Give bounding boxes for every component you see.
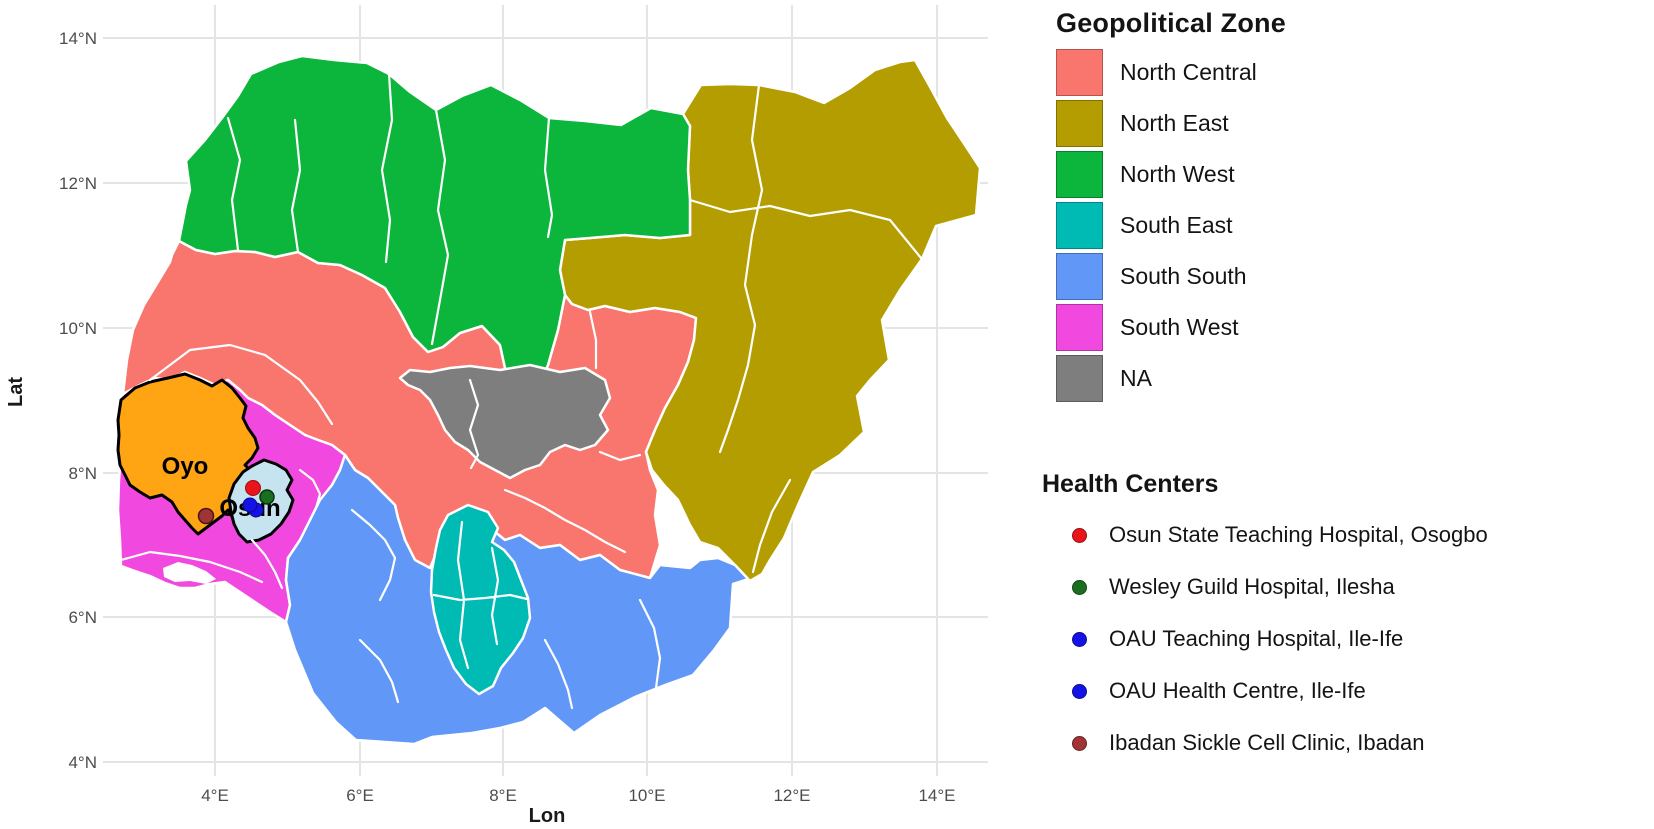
south-south-swatch	[1056, 253, 1103, 300]
legend-item-south-west: South West	[1028, 302, 1654, 353]
svg-text:8°N: 8°N	[68, 464, 97, 483]
y-axis-title: Lat	[5, 377, 27, 407]
map-label-oyo: Oyo	[162, 453, 209, 480]
zone-legend: Geopolitical Zone North Central North Ea…	[1028, 8, 1654, 404]
south-west-swatch	[1056, 304, 1103, 351]
zone-legend-title: Geopolitical Zone	[1056, 8, 1286, 38]
legend-item-ibadan-sickle-cell-clinic: Ibadan Sickle Cell Clinic, Ibadan	[1028, 717, 1654, 769]
marker-osun-state-teaching-hospital	[245, 480, 261, 496]
y-axis-ticks: 14°N 12°N 10°N 8°N 6°N 4°N	[59, 29, 97, 772]
zone-south-east	[429, 503, 532, 696]
blue-point-icon	[1072, 631, 1087, 647]
svg-text:14°E: 14°E	[918, 786, 955, 805]
svg-text:12°N: 12°N	[59, 174, 97, 193]
zone-north-west	[177, 54, 692, 399]
nigeria-map-plot: Oyo Osun 14°N 12°N 10°N 8°N 6°N 4°N 4°E …	[5, 5, 988, 827]
south-east-swatch	[1056, 202, 1103, 249]
marker-wesley-guild-hospital	[259, 489, 275, 505]
legend-item-oau-teaching-hospital: OAU Teaching Hospital, Ile-Ife	[1028, 613, 1654, 665]
legend-item-label: North West	[1120, 161, 1235, 187]
marker-ibadan-sickle-cell-clinic	[197, 507, 215, 525]
legend-panel: Geopolitical Zone North Central North Ea…	[1028, 0, 1654, 769]
north-east-swatch	[1056, 100, 1103, 147]
legend-item-label: South West	[1120, 314, 1239, 340]
svg-text:14°N: 14°N	[59, 29, 97, 48]
svg-text:6°N: 6°N	[68, 608, 97, 627]
legend-item-label: Osun State Teaching Hospital, Osogbo	[1109, 522, 1488, 547]
marker-oau-teaching-hospital	[242, 497, 258, 513]
legend-item-label: North East	[1120, 110, 1229, 136]
legend-item-label: NA	[1120, 365, 1152, 391]
legend-item-oau-health-centre: OAU Health Centre, Ile-Ife	[1028, 665, 1654, 717]
svg-text:4°N: 4°N	[68, 753, 97, 772]
legend-item-label: Wesley Guild Hospital, Ilesha	[1109, 574, 1395, 599]
legend-item-label: OAU Health Centre, Ile-Ife	[1109, 678, 1366, 703]
legend-item-north-central: North Central	[1028, 47, 1654, 98]
x-axis-title: Lon	[529, 805, 566, 827]
legend-item-south-east: South East	[1028, 200, 1654, 251]
blue-point-icon	[1072, 683, 1087, 699]
health-legend-title: Health Centers	[1042, 470, 1219, 498]
state-borders	[119, 72, 923, 710]
legend-item-wesley-guild-hospital: Wesley Guild Hospital, Ilesha	[1028, 561, 1654, 613]
svg-text:8°E: 8°E	[489, 786, 517, 805]
svg-text:4°E: 4°E	[201, 786, 229, 805]
legend-item-label: South South	[1120, 263, 1247, 289]
legend-item-label: North Central	[1120, 59, 1257, 85]
svg-text:10°E: 10°E	[628, 786, 665, 805]
dark-green-point-icon	[1072, 579, 1087, 595]
x-axis-ticks: 4°E 6°E 8°E 10°E 12°E 14°E	[201, 786, 955, 805]
legend-item-label: Ibadan Sickle Cell Clinic, Ibadan	[1109, 730, 1425, 755]
north-west-swatch	[1056, 151, 1103, 198]
legend-item-south-south: South South	[1028, 251, 1654, 302]
legend-item-na: NA	[1028, 353, 1654, 404]
health-center-markers	[197, 480, 275, 525]
legend-item-label: OAU Teaching Hospital, Ile-Ife	[1109, 626, 1404, 651]
na-swatch	[1056, 355, 1103, 402]
red-point-icon	[1072, 527, 1087, 543]
north-central-swatch	[1056, 49, 1103, 96]
lagoon-shape	[163, 562, 216, 584]
health-centers-legend: Health Centers Osun State Teaching Hospi…	[1028, 470, 1654, 769]
legend-item-label: South East	[1120, 212, 1233, 238]
legend-item-north-east: North East	[1028, 98, 1654, 149]
svg-text:10°N: 10°N	[59, 319, 97, 338]
svg-text:12°E: 12°E	[773, 786, 810, 805]
legend-item-north-west: North West	[1028, 149, 1654, 200]
legend-item-osun-teaching-hospital: Osun State Teaching Hospital, Osogbo	[1028, 509, 1654, 561]
dark-red-point-icon	[1072, 735, 1087, 751]
zone-na-region	[398, 363, 612, 480]
svg-text:6°E: 6°E	[346, 786, 374, 805]
